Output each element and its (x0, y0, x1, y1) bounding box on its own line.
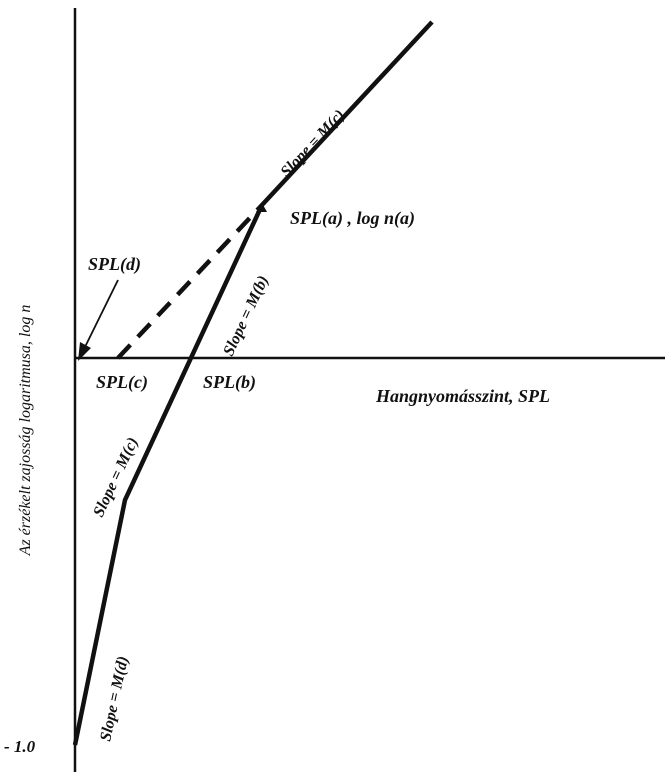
spl-d-arrow-line (83, 279, 119, 350)
y-axis-label: Az érzékelt zajosság logaritmusa, log n (17, 305, 34, 557)
spl-a-marker (256, 203, 267, 212)
noisiness-curve (72, 20, 434, 746)
spl-a-label: SPL(a) , log n(a) (290, 208, 415, 229)
dashed-segment (116, 203, 264, 360)
spl-c-label: SPL(c) (96, 372, 148, 393)
slope-label-m-b: Slope = M(b) (220, 273, 272, 359)
x-axis-label: Hangnyomásszint, SPL (375, 386, 550, 406)
slope-label-m-d: Slope = M(d) (97, 655, 132, 743)
slope-label-m-c-upper: Slope = M(c) (277, 107, 348, 181)
spl-b-label: SPL(b) (203, 372, 256, 393)
spl-d-arrowhead (78, 342, 91, 361)
spl-d-label: SPL(d) (88, 254, 141, 275)
y-tick-label: - 1.0 (4, 737, 36, 756)
